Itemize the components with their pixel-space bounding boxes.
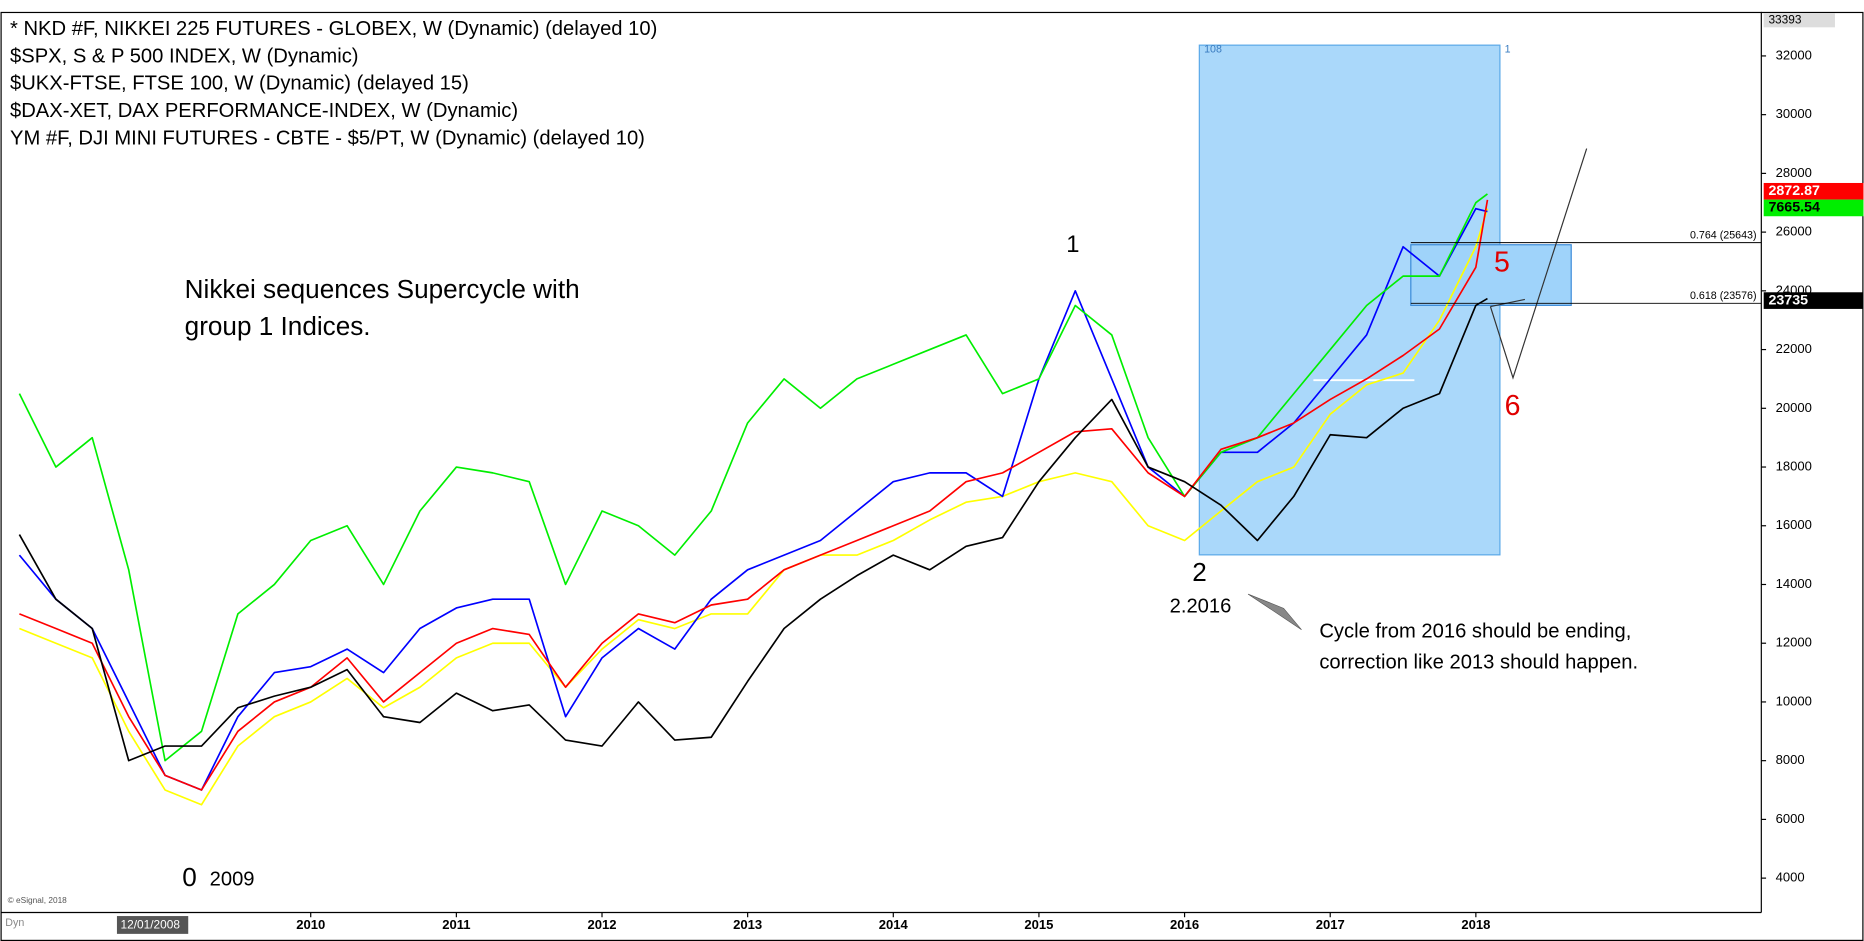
x-tick-label: 2015 xyxy=(1024,917,1053,932)
watermark: © eSignal, 2018 xyxy=(8,895,68,905)
series-group xyxy=(18,193,1489,806)
y-tick-label: 8000 xyxy=(1776,752,1805,767)
price-tag xyxy=(1763,13,1835,28)
box-label: 1 xyxy=(1505,44,1511,56)
price-tag-text: 33393 xyxy=(1768,12,1801,26)
x-tick-label: 2016 xyxy=(1170,917,1199,932)
wave-label: 6 xyxy=(1505,390,1521,422)
x-tick-label: 2013 xyxy=(733,917,762,932)
y-tick-label: 16000 xyxy=(1776,517,1812,532)
legend-entry: $DAX-XET, DAX PERFORMANCE-INDEX, W (Dyna… xyxy=(10,100,518,122)
cursor-date: 12/01/2008 xyxy=(121,918,181,932)
legend-entry: YM #F, DJI MINI FUTURES - CBTE - $5/PT, … xyxy=(10,127,645,149)
wave-label: 0 xyxy=(182,862,197,892)
y-tick-label: 18000 xyxy=(1776,458,1812,473)
y-tick-label: 12000 xyxy=(1776,635,1812,650)
y-tick-label: 20000 xyxy=(1776,400,1812,415)
price-tag-text: 2872.87 xyxy=(1768,183,1820,199)
y-tick-label: 32000 xyxy=(1776,47,1812,62)
price-tag xyxy=(1763,182,1864,200)
wave-label: 2 xyxy=(1192,557,1207,587)
headline: Nikkei sequences Supercycle with xyxy=(185,274,580,304)
fib-label: 0.764 (25643) xyxy=(1690,229,1757,241)
y-tick-label: 28000 xyxy=(1776,165,1812,180)
fib-label: 0.618 (23576) xyxy=(1690,290,1757,302)
y-tick-label: 30000 xyxy=(1776,106,1812,121)
pointer xyxy=(1247,593,1302,630)
y-tick-label: 14000 xyxy=(1776,576,1812,591)
legend-entry: $UKX-FTSE, FTSE 100, W (Dynamic) (delaye… xyxy=(10,73,469,95)
comment: Cycle from 2016 should be ending, xyxy=(1319,620,1631,642)
price-tag-text: 7665.54 xyxy=(1768,200,1820,216)
y-tick-label: 26000 xyxy=(1776,224,1812,239)
x-tick-label: 2017 xyxy=(1316,917,1345,932)
series-line xyxy=(18,193,1488,762)
headline: group 1 Indices. xyxy=(185,311,371,341)
series-line xyxy=(19,208,1489,806)
wave-label: 1 xyxy=(1066,231,1079,258)
price-tag xyxy=(1763,199,1864,217)
wave-date: 2.2016 xyxy=(1170,595,1232,617)
box-label: 108 xyxy=(1204,44,1222,56)
price-axis xyxy=(1761,11,1864,913)
price-tag xyxy=(1763,292,1864,309)
x-tick-label: 2011 xyxy=(442,917,470,932)
x-tick-label: 2010 xyxy=(296,917,325,932)
series-line xyxy=(18,297,1488,762)
overlay: Nikkei sequences Supercycle with group 1… xyxy=(8,148,1762,905)
legend-entry: $SPX, S & P 500 INDEX, W (Dynamic) xyxy=(10,45,359,67)
x-tick-label: 2012 xyxy=(587,917,616,932)
y-tick-label: 10000 xyxy=(1776,693,1812,708)
frame xyxy=(0,11,1864,941)
wave-date: 2009 xyxy=(210,869,255,891)
mode-label[interactable]: Dyn xyxy=(5,917,24,929)
wave-label: 5 xyxy=(1494,246,1510,278)
x-tick-label: 2018 xyxy=(1461,917,1490,932)
axes: 4000 6000 8000 10000 12000 14000 16000 18000 200… xyxy=(296,47,1812,932)
y-tick-label: 4000 xyxy=(1776,870,1805,885)
y-tick-label: 22000 xyxy=(1776,341,1812,356)
series-line xyxy=(19,199,1489,791)
legend-entry: * NKD #F, NIKKEI 225 FUTURES - GLOBEX, W… xyxy=(10,18,657,40)
comment: correction like 2013 should happen. xyxy=(1319,651,1638,673)
price-tag-text: 23735 xyxy=(1768,292,1808,308)
x-tick-label: 2014 xyxy=(879,917,909,932)
y-tick-label: 6000 xyxy=(1776,811,1805,826)
legend: * NKD #F, NIKKEI 225 FUTURES - GLOBEX, W… xyxy=(10,18,657,149)
target-box xyxy=(1410,244,1572,306)
series-line xyxy=(18,207,1488,791)
projection-path xyxy=(1489,148,1588,380)
cursor-date-box xyxy=(116,916,189,934)
